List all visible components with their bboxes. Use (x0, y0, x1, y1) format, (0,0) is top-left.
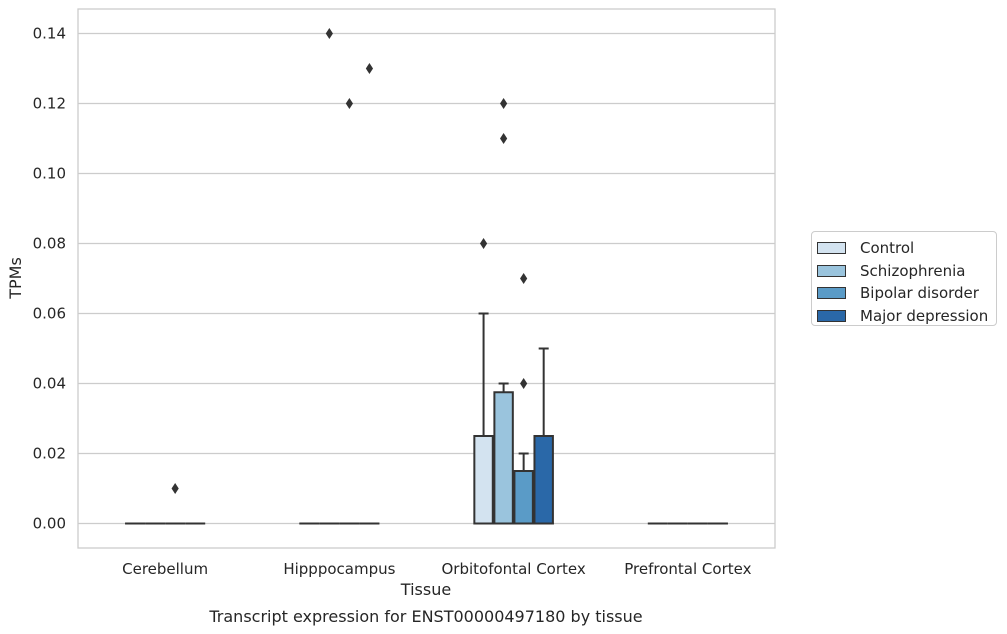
box-2-1 (339, 98, 360, 525)
gridlines (78, 32, 775, 525)
box-3-2 (533, 347, 554, 525)
box-body (533, 435, 554, 525)
x-tick-labels: Cerebellum Hipppocampus Orbitofontal Corte… (122, 560, 751, 578)
outlier-point-0 (520, 273, 528, 284)
legend-swatch-major-depression (817, 309, 846, 322)
y-tick-label-2: 0.04 (33, 375, 66, 393)
x-tick-label-1: Hipppocampus (283, 560, 395, 578)
y-tick-label-3: 0.06 (33, 305, 66, 323)
x-tick-label-0: Cerebellum (122, 560, 208, 578)
y-axis-label: TPMs (6, 257, 25, 300)
legend-swatch-control (817, 242, 846, 255)
outlier-point-0 (171, 483, 179, 494)
x-axis-label: Tissue (400, 580, 451, 599)
legend-label-schizophrenia: Schizophrenia (860, 261, 966, 280)
outlier-point-0 (325, 28, 333, 39)
box-2-2 (513, 273, 534, 525)
box-1-1 (319, 28, 340, 525)
box-2-0 (165, 483, 186, 525)
x-tick-label-2: Orbitofontal Cortex (442, 560, 586, 578)
boxes (125, 28, 728, 525)
outlier-point-0 (479, 238, 488, 249)
outlier-point-1 (500, 133, 508, 144)
legend-item-schizophrenia: Schizophrenia (817, 260, 996, 283)
box-body (493, 391, 514, 525)
box-0-2 (473, 238, 494, 525)
y-tick-label-0: 0.00 (33, 515, 66, 533)
legend-swatch-schizophrenia (817, 264, 846, 277)
legend-item-control: Control (817, 237, 996, 260)
chart-title: Transcript expression for ENST0000049718… (208, 607, 642, 626)
legend-swatch-bipolar-disorder (817, 287, 846, 300)
legend: Control Schizophrenia Bipolar disorder M… (811, 231, 997, 326)
legend-item-bipolar-disorder: Bipolar disorder (817, 282, 996, 305)
y-tick-label-7: 0.14 (33, 25, 66, 43)
box-1-2 (493, 98, 514, 525)
legend-label-bipolar-disorder: Bipolar disorder (860, 284, 979, 303)
legend-label-major-depression: Major depression (860, 306, 989, 325)
y-tick-label-4: 0.08 (33, 235, 66, 253)
outlier-point-0 (500, 98, 508, 109)
y-tick-label-5: 0.10 (33, 165, 66, 183)
box-body (473, 435, 494, 525)
box-body (513, 470, 534, 525)
outlier-point-1 (520, 378, 528, 389)
outlier-point-0 (365, 63, 374, 74)
y-tick-label-6: 0.12 (33, 95, 66, 113)
y-tick-labels: 0.00 0.02 0.04 0.06 0.08 0.10 0.12 0.14 (33, 25, 66, 533)
legend-label-control: Control (860, 239, 915, 258)
x-tick-label-3: Prefrontal Cortex (624, 560, 751, 578)
plot-frame (77, 8, 776, 549)
box-3-1 (359, 63, 380, 525)
outlier-point-0 (345, 98, 353, 109)
y-tick-label-1: 0.02 (33, 445, 66, 463)
legend-item-major-depression: Major depression (817, 305, 996, 328)
